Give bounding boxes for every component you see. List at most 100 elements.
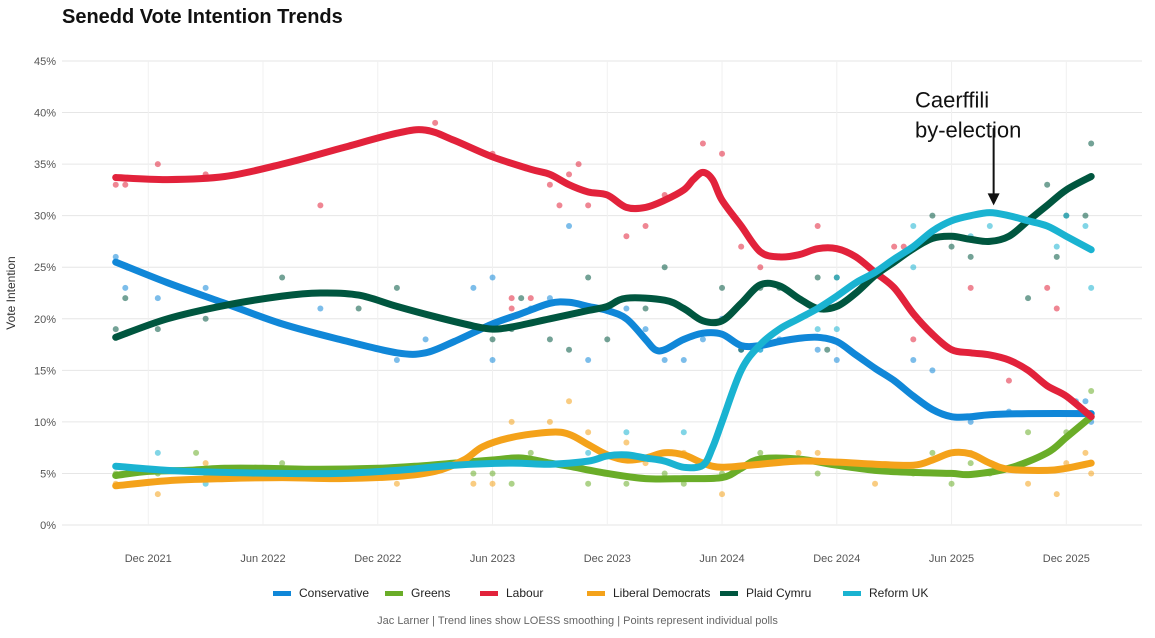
poll-point [432,119,439,126]
poll-point [470,470,477,477]
poll-point [154,449,161,456]
annotation-text-line2: by-election [915,117,1021,142]
poll-point [112,253,119,260]
poll-point [508,295,515,302]
poll-point [546,181,553,188]
poll-point [393,284,400,291]
poll-point [680,357,687,364]
poll-point [1044,284,1051,291]
poll-point [546,418,553,425]
axis-layer: 0% 5% 10% 15% 20% 25% 30% 35% 40% 45% Dec 2021 Jun … [4,56,1090,565]
poll-point [757,449,764,456]
trend-line-liberal-democrats [112,428,1095,490]
poll-point [833,357,840,364]
chart-title: Senedd Vote Intention Trends [62,6,343,28]
poll-point [489,336,496,343]
poll-point [279,460,286,467]
poll-point [122,295,129,302]
poll-point [527,449,534,456]
poll-point [154,161,161,168]
poll-point [470,284,477,291]
poll-point [910,222,917,229]
poll-point [489,470,496,477]
poll-point [1053,491,1060,498]
y-tick-label: 45% [34,56,56,68]
legend-label: Reform UK [869,586,929,600]
poll-point [122,284,129,291]
poll-point [422,336,429,343]
poll-point [1044,181,1051,188]
legend-label: Labour [506,586,544,600]
annotation-layer: Caerffili by-election [915,87,1021,206]
poll-point [948,243,955,250]
poll-point [623,439,630,446]
poll-point [1082,449,1089,456]
y-tick-label: 20% [34,314,56,326]
poll-point [680,480,687,487]
poll-point [699,140,706,147]
poll-point [986,222,993,229]
poll-point [604,336,611,343]
poll-point [814,470,821,477]
poll-point [279,274,286,281]
poll-point [642,305,649,312]
poll-point [1053,243,1060,250]
trend-line-conservative [112,258,1095,421]
poll-point [1005,377,1012,384]
poll-point [508,480,515,487]
poll-point [566,398,573,405]
poll-point [1088,140,1095,147]
poll-point [585,357,592,364]
poll-point [642,222,649,229]
legend: Conservative Greens Labour Liberal Democrat… [0,586,1155,608]
poll-point [948,480,955,487]
legend-label: Greens [411,586,451,600]
trend-line-labour [112,126,1095,421]
poll-point [1088,470,1095,477]
poll-point [1063,212,1070,219]
poll-point [814,449,821,456]
poll-point [202,284,209,291]
poll-point [719,284,726,291]
poll-point [929,449,936,456]
legend-swatch [273,590,291,596]
poll-point [642,326,649,333]
x-tick-label: Dec 2024 [813,553,860,565]
poll-point [527,295,534,302]
poll-point [814,274,821,281]
poll-point [623,429,630,436]
poll-point [910,264,917,271]
x-tick-label: Jun 2023 [470,553,515,565]
poll-point [623,480,630,487]
poll-point [929,367,936,374]
poll-point [757,264,764,271]
poll-point [661,470,668,477]
legend-item-reform-uk: Reform UK [843,586,928,600]
x-tick-label: Dec 2023 [584,553,631,565]
poll-point [566,222,573,229]
poll-point [1082,398,1089,405]
x-tick-label: Dec 2025 [1043,553,1090,565]
poll-point [824,346,831,353]
poll-point [814,326,821,333]
legend-swatch [480,590,498,596]
annotation-text-line1: Caerffili [915,87,989,112]
x-tick-label: Dec 2022 [354,553,401,565]
poll-point [489,480,496,487]
y-tick-label: 0% [40,520,56,532]
poll-point [393,480,400,487]
legend-label: Liberal Democrats [613,586,711,600]
poll-point [967,418,974,425]
poll-point [122,181,129,188]
poll-point [585,429,592,436]
poll-point [112,326,119,333]
y-tick-label: 30% [34,211,56,223]
poll-point [738,243,745,250]
poll-point [623,305,630,312]
x-tick-label: Jun 2025 [929,553,974,565]
poll-point [154,491,161,498]
poll-point [355,305,362,312]
poll-point [202,315,209,322]
poll-point [585,202,592,209]
legend-swatch [587,590,605,596]
